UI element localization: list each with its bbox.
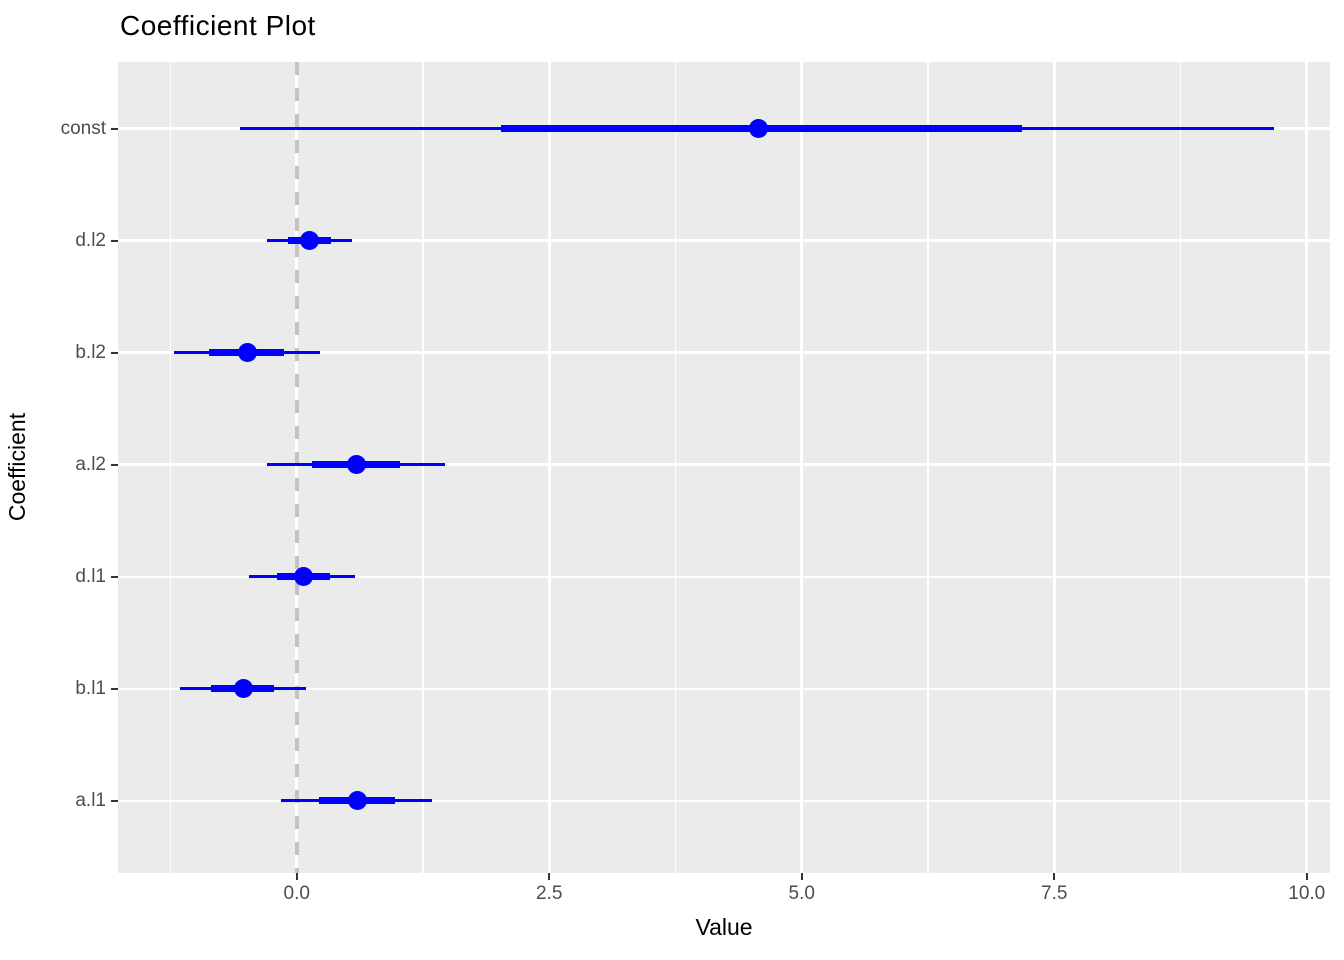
y-tick-label: b.l2	[75, 341, 106, 363]
zero-reference-line	[294, 62, 299, 873]
y-tick	[111, 687, 118, 690]
h-gridline	[118, 799, 1330, 803]
y-tick	[111, 575, 118, 578]
x-tick-label: 0.0	[283, 883, 310, 904]
v-gridline-major	[800, 62, 804, 873]
estimate-point	[748, 119, 768, 138]
v-gridline-major	[547, 62, 551, 873]
estimate-point	[347, 791, 367, 811]
x-tick	[1053, 873, 1056, 880]
y-tick	[111, 463, 118, 466]
x-tick	[1305, 873, 1308, 880]
y-tick-label: const	[60, 117, 106, 139]
x-tick-label: 2.5	[536, 883, 563, 904]
h-gridline	[118, 351, 1330, 354]
v-gridline-minor	[422, 62, 424, 873]
h-gridline	[118, 463, 1330, 467]
y-tick	[111, 351, 118, 354]
x-axis-title: Value	[695, 914, 753, 940]
h-gridline	[118, 687, 1330, 691]
estimate-point	[294, 567, 314, 587]
y-tick-label: b.l1	[75, 677, 106, 699]
y-tick	[111, 127, 118, 130]
y-tick	[111, 799, 118, 802]
y-axis-title: Coefficient	[4, 412, 30, 522]
y-tick	[111, 239, 118, 242]
v-gridline-major	[1052, 62, 1056, 873]
x-tick-label: 10.0	[1288, 883, 1326, 904]
v-gridline-minor	[1179, 62, 1182, 873]
v-gridline-minor	[927, 62, 929, 873]
x-tick-label: 5.0	[788, 883, 815, 904]
estimate-point	[237, 343, 257, 363]
x-tick	[800, 873, 803, 880]
v-gridline-minor	[674, 62, 677, 873]
v-gridline-minor	[169, 62, 172, 873]
plot-panel	[118, 62, 1330, 873]
estimate-point	[346, 455, 366, 475]
h-gridline	[118, 575, 1330, 579]
x-tick	[548, 873, 551, 880]
plot-title: Coefficient Plot	[120, 10, 316, 41]
h-gridline	[118, 239, 1330, 242]
estimate-point	[300, 231, 320, 251]
v-gridline-major	[1305, 62, 1309, 873]
estimate-point	[233, 679, 253, 699]
y-tick-label: d.l1	[75, 565, 106, 587]
y-tick-label: d.l2	[75, 229, 106, 251]
y-tick-label: a.l1	[75, 789, 106, 811]
x-tick-label: 7.5	[1041, 883, 1068, 904]
x-tick	[295, 873, 298, 880]
y-tick-label: a.l2	[75, 453, 106, 475]
